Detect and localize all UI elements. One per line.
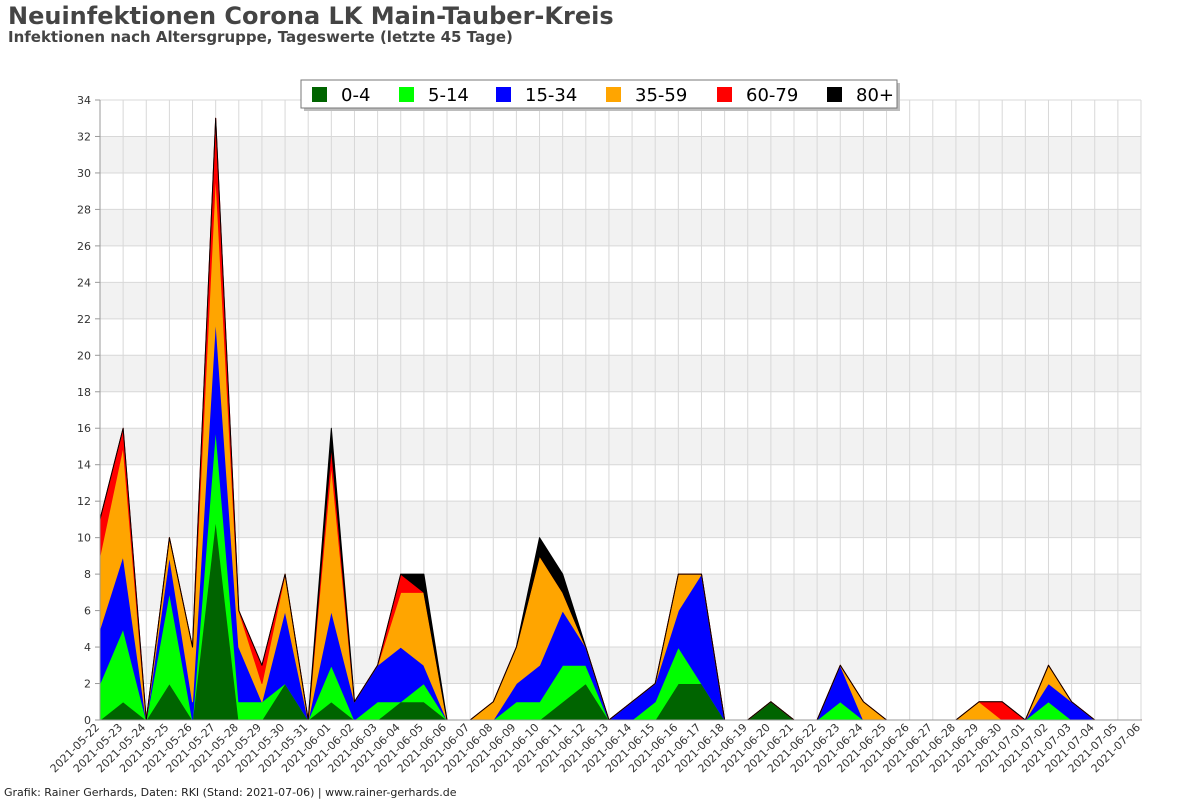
grid-band: [100, 136, 1141, 173]
y-tick-label: 6: [84, 605, 91, 618]
y-tick-label: 34: [77, 94, 91, 107]
y-tick-label: 32: [77, 130, 91, 143]
y-tick-label: 2: [84, 678, 91, 691]
legend-label-60-79: 60-79: [746, 85, 798, 106]
y-tick-label: 14: [77, 459, 91, 472]
legend-swatch-5-14: [399, 87, 414, 102]
legend: 0-4 5-14 15-34 35-59 60-79 80+: [300, 79, 900, 111]
grid-band: [100, 574, 1141, 611]
legend-label-15-34: 15-34: [525, 85, 577, 106]
legend-swatch-35-59: [606, 87, 621, 102]
series-area-60-79: [99, 117, 1142, 721]
grid-band: [100, 428, 1141, 465]
y-tick-label: 4: [84, 641, 91, 654]
grid-band: [100, 282, 1141, 319]
legend-label-0-4: 0-4: [341, 85, 370, 106]
area-series-group: [99, 117, 1142, 721]
y-tick-label: 8: [84, 568, 91, 581]
y-tick-label: 12: [77, 495, 91, 508]
legend-box: [300, 79, 898, 109]
grid-band: [100, 355, 1141, 392]
legend-label-5-14: 5-14: [428, 85, 469, 106]
legend-swatch-15-34: [496, 87, 511, 102]
source-credit: Grafik: Rainer Gerhards, Daten: RKI (Sta…: [4, 786, 457, 799]
grid-band: [100, 209, 1141, 246]
legend-label-35-59: 35-59: [635, 85, 687, 106]
chart-subtitle: Infektionen nach Altersgruppe, Tageswert…: [8, 28, 513, 46]
grid: [99, 99, 1142, 721]
grid-band: [100, 501, 1141, 538]
y-tick-label: 26: [77, 240, 91, 253]
y-tick-label: 28: [77, 203, 91, 216]
y-tick-label: 10: [77, 532, 91, 545]
y-tick-label: 0: [84, 714, 91, 727]
y-tick-label: 18: [77, 386, 91, 399]
series-area-80+: [99, 117, 1142, 721]
y-tick-label: 30: [77, 167, 91, 180]
legend-swatch-60-79: [717, 87, 732, 102]
chart-title: Neuinfektionen Corona LK Main-Tauber-Kre…: [8, 2, 614, 30]
legend-swatch-80+: [827, 87, 842, 102]
legend-label-80+: 80+: [856, 85, 894, 106]
y-tick-label: 20: [77, 349, 91, 362]
y-tick-label: 24: [77, 276, 91, 289]
y-tick-label: 22: [77, 313, 91, 326]
y-tick-label: 16: [77, 422, 91, 435]
legend-swatch-0-4: [312, 87, 327, 102]
